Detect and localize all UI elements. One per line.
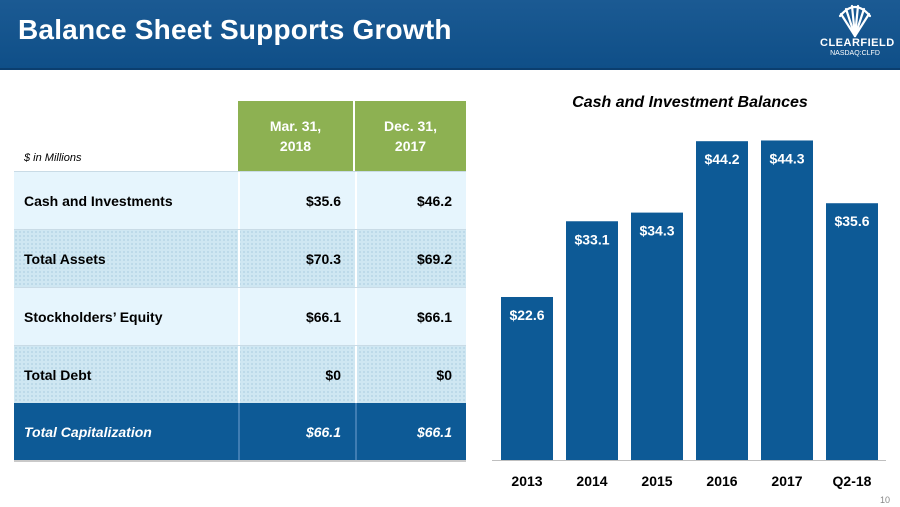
x-tick-label: 2015	[641, 473, 672, 489]
page-title: Balance Sheet Supports Growth	[18, 14, 452, 45]
shell-icon	[838, 4, 872, 38]
row-value-mar-2018: $66.1	[238, 288, 355, 346]
bar-2015	[631, 212, 683, 460]
row-value-dec-2017: $69.2	[355, 230, 466, 288]
x-tick-label: 2014	[576, 473, 607, 489]
table-row: Total Debt $0 $0	[14, 345, 466, 404]
row-label: Cash and Investments	[24, 193, 173, 209]
bar-q2-18	[826, 203, 878, 460]
table-row: Total Assets $70.3 $69.2	[14, 229, 466, 288]
data-label: $44.2	[704, 151, 739, 167]
header-bar: Balance Sheet Supports Growth CLEARFIELD…	[0, 0, 900, 70]
x-tick-label: 2016	[706, 473, 737, 489]
row-label: Total Assets	[24, 251, 106, 267]
row-value-dec-2017: $66.1	[355, 403, 466, 461]
data-label: $34.3	[639, 223, 674, 239]
row-label: Stockholders’ Equity	[24, 309, 163, 325]
x-tick-label: Q2-18	[833, 473, 872, 489]
row-value-mar-2018: $70.3	[238, 230, 355, 288]
bar-2013	[501, 296, 553, 460]
data-label: $33.1	[574, 231, 609, 247]
bar-2016	[696, 141, 748, 460]
row-value-dec-2017: $66.1	[355, 288, 466, 346]
row-label: Total Capitalization	[24, 424, 152, 440]
row-value-mar-2018: $35.6	[238, 172, 355, 230]
data-label: $44.3	[769, 150, 804, 166]
page-number: 10	[879, 495, 890, 505]
chart-title: Cash and Investment Balances	[572, 94, 808, 111]
bar-2014	[566, 221, 618, 460]
units-note: $ in Millions	[24, 152, 82, 164]
row-value-mar-2018: $66.1	[238, 403, 355, 461]
table-row-total: Total Capitalization $66.1 $66.1	[14, 403, 466, 461]
data-label: $35.6	[834, 213, 869, 229]
logo-ticker-text: NASDAQ:CLFD	[830, 50, 880, 57]
x-tick-label: 2017	[771, 473, 802, 489]
company-logo: CLEARFIELD NASDAQ:CLFD	[820, 4, 895, 66]
logo-brand-text: CLEARFIELD	[820, 37, 895, 49]
table-bottom-rule	[14, 460, 466, 462]
bar-2017	[761, 140, 813, 460]
row-value-dec-2017: $46.2	[355, 172, 466, 230]
row-value-dec-2017: $0	[355, 346, 466, 404]
row-label: Total Debt	[24, 367, 92, 383]
table-row: Stockholders’ Equity $66.1 $66.1	[14, 287, 466, 346]
column-header-mar-2018: Mar. 31, 2018	[238, 101, 353, 171]
row-value-mar-2018: $0	[238, 346, 355, 404]
data-label: $22.6	[509, 307, 544, 323]
x-tick-label: 2013	[511, 473, 542, 489]
table-row: Cash and Investments $35.6 $46.2	[14, 171, 466, 230]
column-header-dec-2017: Dec. 31, 2017	[355, 101, 466, 171]
